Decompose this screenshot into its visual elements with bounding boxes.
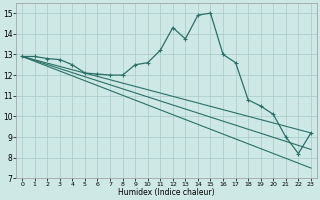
X-axis label: Humidex (Indice chaleur): Humidex (Indice chaleur)	[118, 188, 215, 197]
